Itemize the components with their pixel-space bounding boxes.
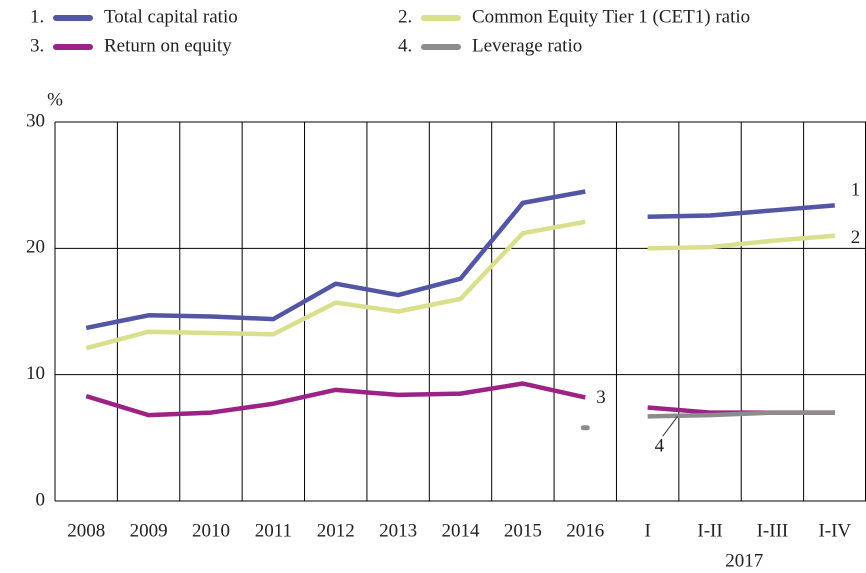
period-label: 2017 [725,550,763,571]
annotation-leader [662,416,679,437]
x-tick-label: I-IV [818,520,851,541]
x-tick-label: I-II [697,520,722,541]
legend-label: Leverage ratio [472,35,582,56]
legend-number: 2. [398,6,412,27]
x-tick-label: I-III [757,520,789,541]
data-line [647,233,835,251]
x-tick-label: I [644,520,650,541]
legend-number: 1. [30,6,44,27]
x-tick-label: 2011 [255,520,292,541]
y-axis-label: % [47,89,63,110]
data-line [85,219,586,351]
legend-number: 4. [398,35,412,56]
data-line [647,410,835,419]
x-tick-label: 2015 [504,520,542,541]
x-tick-label: 2009 [130,520,168,541]
y-tick-label: 0 [36,489,46,510]
legend-label: Total capital ratio [104,6,238,27]
series-end-label: 1 [851,180,861,201]
y-tick-label: 20 [26,237,45,258]
x-tick-label: 2014 [442,520,481,541]
legend-label: Return on equity [104,35,232,56]
x-tick-label: 2008 [67,520,105,541]
x-tick-label: 2012 [317,520,355,541]
series-end-label: 4 [655,436,665,457]
series-end-label: 2 [851,227,861,248]
y-tick-label: 10 [26,363,45,384]
x-tick-label: 2010 [192,520,230,541]
data-line [85,381,586,418]
series-end-label: 3 [596,387,606,408]
legend-label: Common Equity Tier 1 (CET1) ratio [472,6,750,27]
data-line [85,189,586,331]
y-tick-label: 30 [26,110,45,131]
x-tick-label: 2013 [379,520,417,541]
data-line [647,203,835,219]
legend-number: 3. [30,35,44,56]
x-tick-label: 2016 [566,520,604,541]
